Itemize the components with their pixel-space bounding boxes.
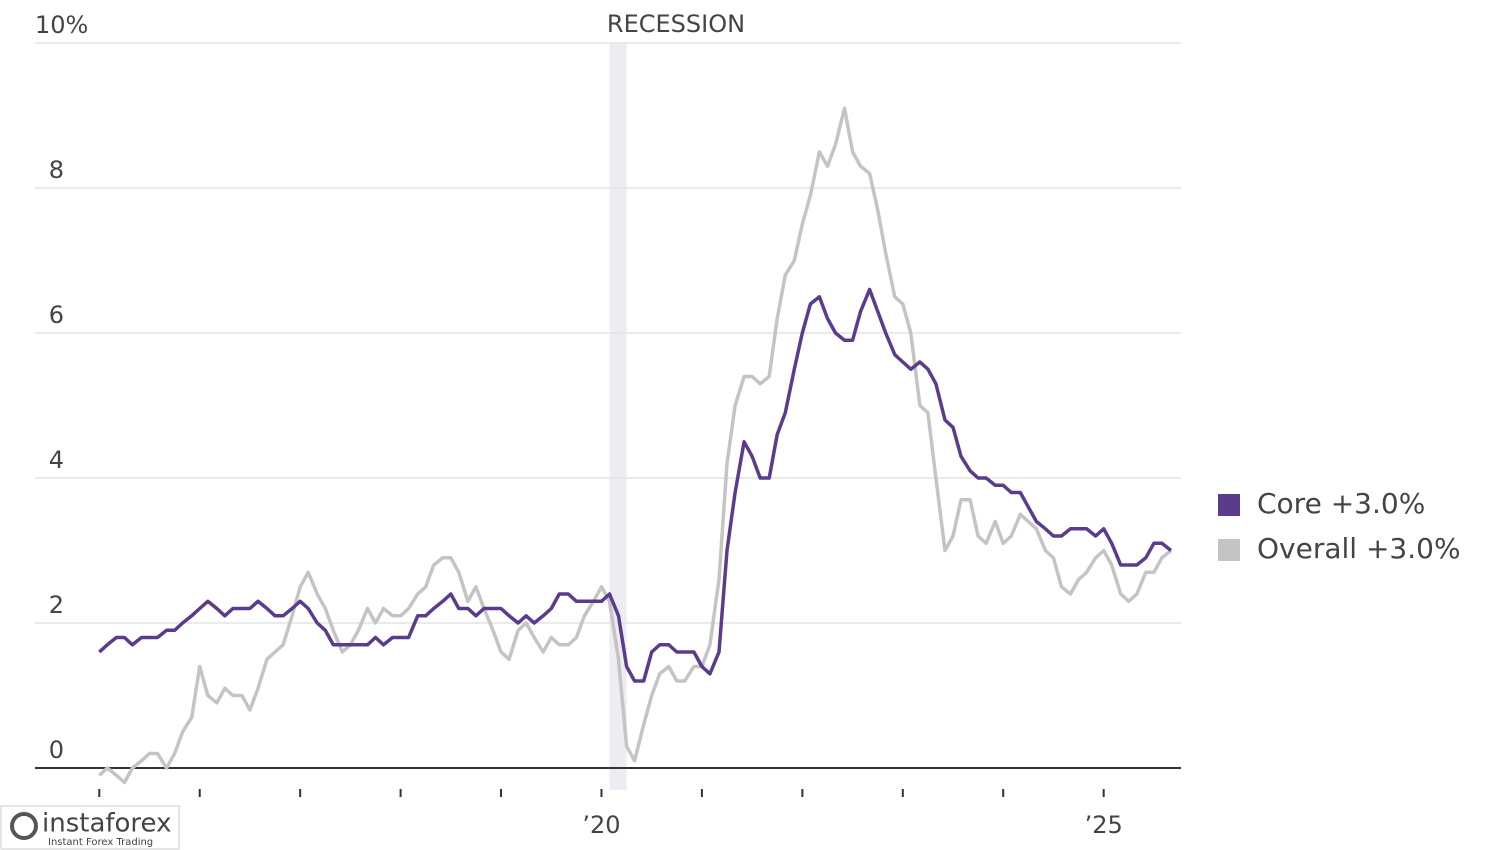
watermark-box xyxy=(0,805,180,850)
y-tick-label: 0 xyxy=(49,736,64,764)
legend-swatch xyxy=(1218,494,1240,516)
x-tick-label: ’20 xyxy=(582,811,620,839)
y-tick-label: 6 xyxy=(49,301,64,329)
series-line xyxy=(98,287,1173,683)
series-line xyxy=(98,106,1173,785)
x-tick-label: ’25 xyxy=(1085,811,1123,839)
watermark: instaforex Instant Forex Trading xyxy=(0,805,180,850)
watermark-logo xyxy=(10,812,38,840)
legend-label: Core +3.0% xyxy=(1257,487,1425,520)
watermark-name: instaforex xyxy=(42,809,171,839)
y-tick-label: 10% xyxy=(35,11,88,39)
watermark-tagline: Instant Forex Trading xyxy=(48,837,153,848)
y-tick-label: 4 xyxy=(49,446,64,474)
plot: 0 2 4 6 8 10% ’20 ’25 Core +3.0% Overall +3.0% xyxy=(35,11,1461,839)
legend-label: Overall +3.0% xyxy=(1257,532,1461,565)
legend-swatch xyxy=(1218,539,1240,561)
y-tick-label: 8 xyxy=(49,156,64,184)
recession-band xyxy=(609,43,627,790)
recession-label: RECESSION xyxy=(607,10,745,38)
y-tick-label: 2 xyxy=(49,591,64,619)
